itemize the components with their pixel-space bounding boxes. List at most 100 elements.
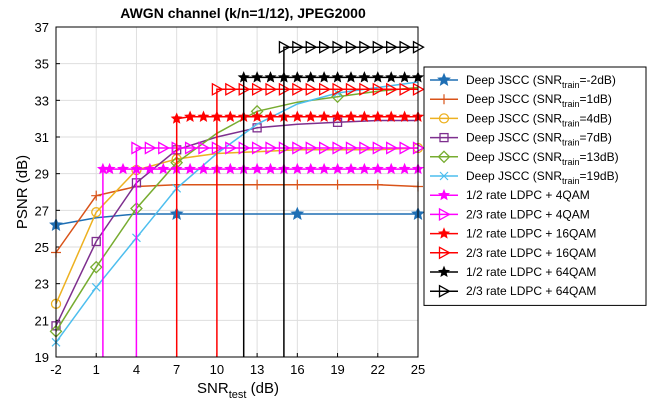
data-point — [224, 110, 237, 122]
legend-swatch-marker — [437, 265, 451, 278]
data-point — [251, 141, 264, 155]
data-point — [103, 162, 116, 175]
legend-entry: Deep JSCC (SNRtrain=13dB) — [430, 150, 619, 167]
legend-label-main: 2/3 rate LDPC + 64QAM — [466, 284, 596, 298]
legend-label-sub: train — [562, 118, 580, 128]
data-point — [251, 71, 264, 83]
legend-label-tail: =7dB) — [580, 131, 612, 145]
data-point — [91, 190, 102, 201]
legend-entry: 2/3 rate LDPC + 16QAM — [430, 246, 596, 260]
legend-label: Deep JSCC (SNRtrain=7dB) — [466, 131, 612, 148]
y-tick-label: 35 — [35, 57, 49, 72]
data-point — [318, 82, 331, 96]
x-tick-label: 13 — [250, 362, 264, 377]
legend-entry: 1/2 rate LDPC + 64QAM — [430, 265, 596, 279]
data-point — [385, 162, 398, 175]
data-point — [197, 110, 210, 122]
data-point — [358, 162, 371, 175]
data-point — [237, 71, 250, 83]
data-point — [251, 110, 264, 122]
y-tick-label: 33 — [35, 93, 49, 108]
data-point — [292, 141, 305, 155]
data-point — [292, 179, 303, 190]
data-point — [318, 162, 331, 175]
data-point — [251, 82, 264, 96]
data-point — [292, 82, 305, 96]
series-line — [55, 183, 419, 253]
series-line — [135, 147, 418, 357]
series-12 — [278, 40, 425, 357]
legend-entry: Deep JSCC (SNRtrain=7dB) — [430, 131, 612, 148]
data-point — [318, 141, 331, 155]
x-axis-label-sub: test — [229, 389, 247, 401]
legend-label: 1/2 rate LDPC + 16QAM — [466, 227, 596, 241]
data-point — [399, 141, 412, 155]
data-point — [332, 82, 345, 96]
tick-labels: -2 1 4 7 10 13 16 19 22 25 19 21 23 25 27 29 31 33 35 37 — [35, 20, 426, 377]
series-9 — [170, 110, 425, 357]
series-line — [55, 81, 419, 343]
data-point — [371, 110, 384, 122]
series-line — [55, 86, 419, 332]
legend: Deep JSCC (SNRtrain=-2dB)Deep JSCC (SNRt… — [423, 66, 647, 306]
data-point — [184, 141, 197, 155]
data-point — [372, 179, 383, 190]
data-point — [331, 162, 344, 175]
data-point — [91, 207, 102, 218]
data-point — [345, 141, 358, 155]
data-point — [304, 110, 317, 122]
data-point — [344, 162, 357, 175]
y-tick-label: 21 — [35, 313, 49, 328]
legend-swatch-marker — [437, 188, 451, 201]
data-point — [131, 141, 144, 155]
legend-label: Deep JSCC (SNRtrain=19dB) — [466, 169, 619, 186]
chart-title: AWGN channel (k/n=1/12), JPEG2000 — [120, 5, 366, 21]
data-point — [318, 40, 331, 54]
data-point — [157, 162, 170, 175]
legend-swatch-marker — [438, 113, 450, 124]
series-11 — [237, 71, 425, 357]
data-point — [198, 141, 211, 155]
data-point — [265, 141, 278, 155]
legend-swatch-marker — [437, 150, 451, 164]
legend-swatch-marker — [438, 246, 451, 260]
data-point — [304, 71, 317, 83]
data-point — [399, 82, 412, 96]
legend-swatch-marker — [439, 132, 449, 143]
y-tick-label: 27 — [35, 203, 49, 218]
x-tick-label: 10 — [210, 362, 224, 377]
series-7 — [96, 162, 425, 357]
x-tick-label: 7 — [173, 362, 180, 377]
data-point — [371, 71, 384, 83]
legend-label-main: 1/2 rate LDPC + 4QAM — [466, 188, 590, 202]
legend-label: Deep JSCC (SNRtrain=4dB) — [466, 111, 612, 128]
data-point — [345, 40, 358, 54]
legend-label-tail: =13dB) — [580, 150, 619, 164]
data-point — [372, 141, 385, 155]
data-point — [91, 236, 101, 247]
legend-label: 1/2 rate LDPC + 64QAM — [466, 265, 596, 279]
data-point — [386, 141, 399, 155]
data-point — [386, 40, 399, 54]
data-point — [304, 162, 317, 175]
legend-label-sub: train — [562, 176, 580, 186]
data-point — [144, 141, 157, 155]
legend-label-tail: =19dB) — [580, 169, 619, 183]
data-point — [318, 110, 331, 122]
series-line — [102, 168, 418, 357]
data-point — [291, 71, 304, 83]
legend-label: Deep JSCC (SNRtrain=13dB) — [466, 150, 619, 167]
data-point — [385, 110, 398, 122]
legend-label-main: 2/3 rate LDPC + 4QAM — [466, 207, 590, 221]
data-point — [331, 71, 344, 83]
legend-label-sub: train — [562, 157, 580, 167]
y-tick-label: 23 — [35, 277, 49, 292]
legend-label-sub: train — [562, 80, 580, 90]
data-point — [211, 82, 224, 96]
data-point — [292, 40, 305, 54]
data-point — [197, 162, 210, 175]
x-tick-label: -2 — [50, 362, 62, 377]
data-point — [170, 112, 183, 124]
legend-entry: Deep JSCC (SNRtrain=19dB) — [430, 169, 619, 186]
